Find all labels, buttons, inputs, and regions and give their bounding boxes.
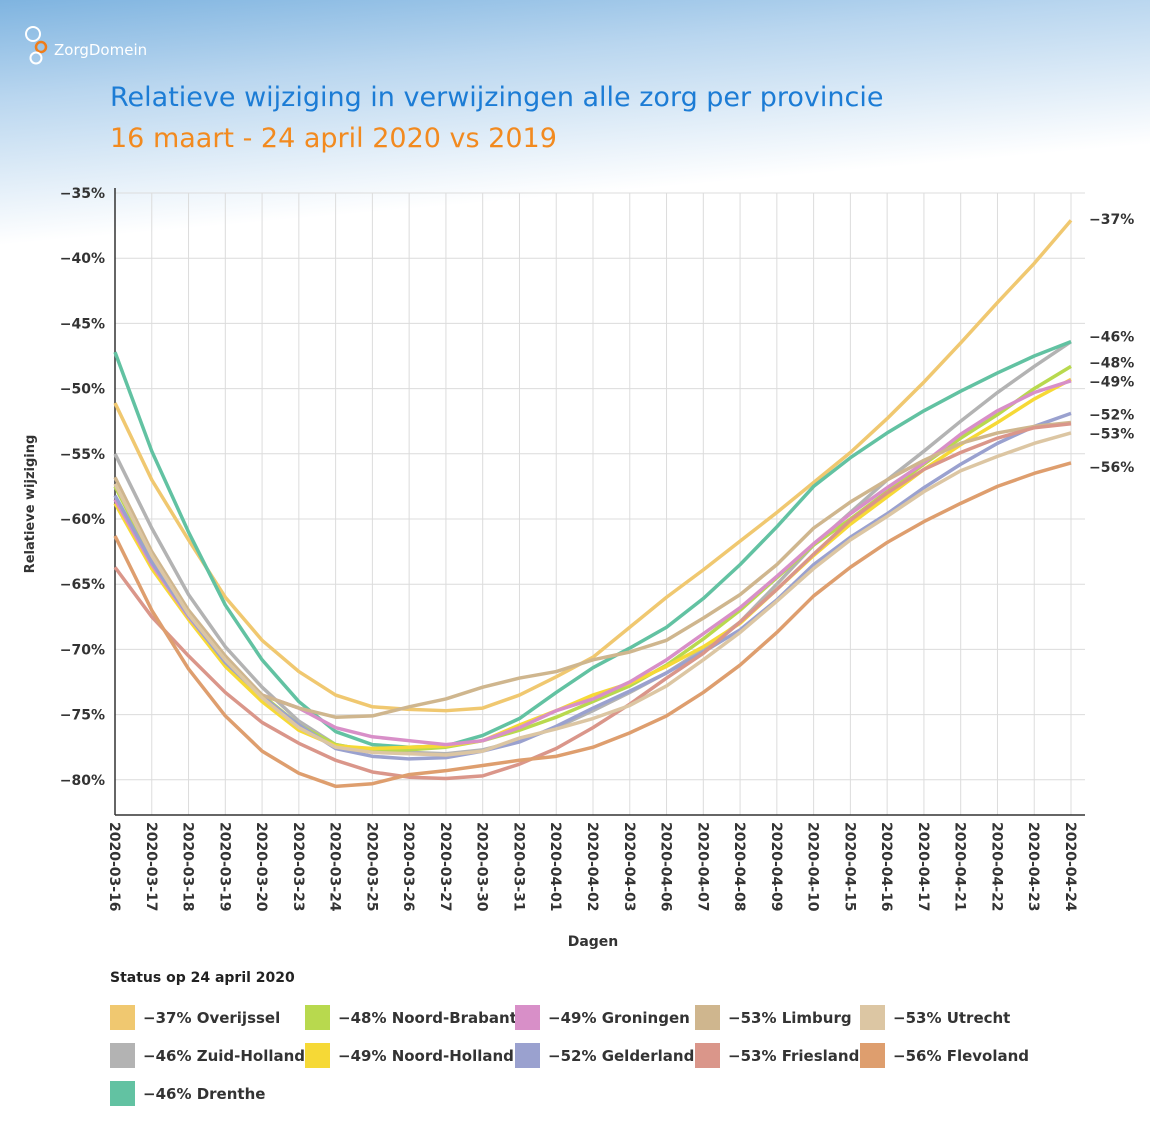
legend-item: −52% Gelderland — [515, 1043, 694, 1068]
legend-label: −53% Friesland — [728, 1046, 860, 1065]
x-tick-label: 2020-03-27 — [437, 822, 453, 912]
legend-swatch — [695, 1043, 720, 1068]
x-tick-label: 2020-03-25 — [363, 822, 379, 912]
y-tick-label: −50% — [60, 382, 105, 398]
legend-item: −53% Utrecht — [860, 1005, 1010, 1030]
y-tick-label: −40% — [60, 251, 105, 267]
legend-item: −49% Groningen — [515, 1005, 690, 1030]
x-tick-label: 2020-04-06 — [658, 822, 674, 912]
logo-circles-icon — [25, 26, 48, 65]
legend-swatch — [110, 1043, 135, 1068]
x-tick-label: 2020-04-02 — [584, 822, 600, 912]
y-tick-label: −55% — [60, 447, 105, 463]
legend-item: −56% Flevoland — [860, 1043, 1029, 1068]
legend-label: −46% Drenthe — [143, 1084, 266, 1103]
end-value-label: −37% — [1089, 212, 1134, 228]
end-value-label: −46% — [1089, 329, 1134, 345]
x-tick-label: 2020-03-31 — [510, 822, 526, 912]
legend-swatch — [860, 1043, 885, 1068]
legend-swatch — [305, 1005, 330, 1030]
x-tick-label: 2020-04-15 — [841, 822, 857, 912]
x-tick-label: 2020-03-23 — [290, 822, 306, 912]
x-tick-label: 2020-04-17 — [915, 822, 931, 912]
legend-item: −53% Friesland — [695, 1043, 859, 1068]
legend-label: −46% Zuid-Holland — [143, 1046, 306, 1065]
y-tick-label: −80% — [60, 773, 105, 789]
end-value-label: −52% — [1089, 408, 1134, 424]
chart-subtitle: 16 maart - 24 april 2020 vs 2019 — [110, 123, 557, 154]
x-tick-label: 2020-03-18 — [180, 822, 196, 912]
end-value-label: −48% — [1089, 356, 1134, 372]
x-tick-label: 2020-04-16 — [878, 822, 894, 912]
legend-swatch — [110, 1005, 135, 1030]
legend-label: −56% Flevoland — [893, 1046, 1030, 1065]
x-tick-label: 2020-04-24 — [1062, 822, 1078, 912]
end-value-label: −53% — [1089, 427, 1134, 443]
x-tick-label: 2020-03-20 — [253, 822, 269, 912]
end-value-label: −56% — [1089, 460, 1134, 476]
series-line-overijssel — [113, 219, 1073, 713]
legend-item: −37% Overijssel — [110, 1005, 280, 1030]
y-tick-label: −70% — [60, 642, 105, 658]
legend-swatch — [515, 1043, 540, 1068]
series-line-limburg — [113, 420, 1072, 719]
y-tick-label: −60% — [60, 512, 105, 528]
legend-label: −49% Groningen — [548, 1008, 690, 1027]
legend-label: −53% Utrecht — [893, 1008, 1011, 1027]
legend-label: −49% Noord-Holland — [338, 1046, 514, 1065]
legend-item: −46% Zuid-Holland — [110, 1043, 305, 1068]
x-tick-label: 2020-04-01 — [547, 822, 563, 912]
series-line-utrecht — [113, 431, 1072, 757]
legend-swatch — [110, 1081, 135, 1106]
zorgdomein-logo: ZorgDomein — [24, 24, 147, 66]
x-tick-label: 2020-03-30 — [474, 822, 490, 912]
legend-label: −53% Limburg — [728, 1008, 852, 1027]
series-line-flevoland — [113, 461, 1072, 789]
x-tick-label: 2020-03-17 — [143, 822, 159, 912]
legend-title: Status op 24 april 2020 — [110, 970, 295, 986]
y-tick-label: −45% — [60, 316, 105, 332]
legend-swatch — [860, 1005, 885, 1030]
x-tick-label: 2020-04-07 — [694, 822, 710, 912]
legend-label: −52% Gelderland — [548, 1046, 695, 1065]
legend-item: −49% Noord-Holland — [305, 1043, 514, 1068]
legend-label: −37% Overijssel — [143, 1008, 281, 1027]
y-tick-label: −35% — [60, 186, 105, 202]
legend-swatch — [515, 1005, 540, 1030]
legend-item: −48% Noord-Brabant — [305, 1005, 517, 1030]
x-axis-label: Dagen — [568, 934, 619, 950]
x-tick-label: 2020-04-21 — [952, 822, 968, 912]
legend-label: −48% Noord-Brabant — [338, 1008, 517, 1027]
x-tick-label: 2020-03-16 — [106, 822, 122, 912]
x-tick-label: 2020-04-23 — [1025, 822, 1041, 912]
y-axis-label: Relatieve wijziging — [23, 435, 38, 574]
legend-swatch — [695, 1005, 720, 1030]
series-line-friesland — [113, 422, 1072, 781]
y-tick-label: −75% — [60, 708, 105, 724]
legend-item: −46% Drenthe — [110, 1081, 265, 1106]
y-tick-label: −65% — [60, 577, 105, 593]
x-tick-label: 2020-03-24 — [327, 822, 343, 912]
x-tick-label: 2020-04-03 — [621, 822, 637, 912]
logo-text: ZorgDomein — [54, 41, 148, 59]
legend-item: −53% Limburg — [695, 1005, 852, 1030]
x-tick-label: 2020-03-19 — [216, 822, 232, 912]
x-tick-label: 2020-03-26 — [400, 822, 416, 912]
chart-title: Relatieve wijziging in verwijzingen alle… — [110, 82, 884, 113]
legend-swatch — [305, 1043, 330, 1068]
x-tick-label: 2020-04-08 — [731, 822, 747, 912]
x-tick-label: 2020-04-09 — [768, 822, 784, 912]
series-line-drenthe — [113, 340, 1072, 749]
x-tick-label: 2020-04-22 — [988, 822, 1004, 912]
x-tick-label: 2020-04-10 — [805, 822, 821, 912]
end-value-label: −49% — [1089, 375, 1134, 391]
